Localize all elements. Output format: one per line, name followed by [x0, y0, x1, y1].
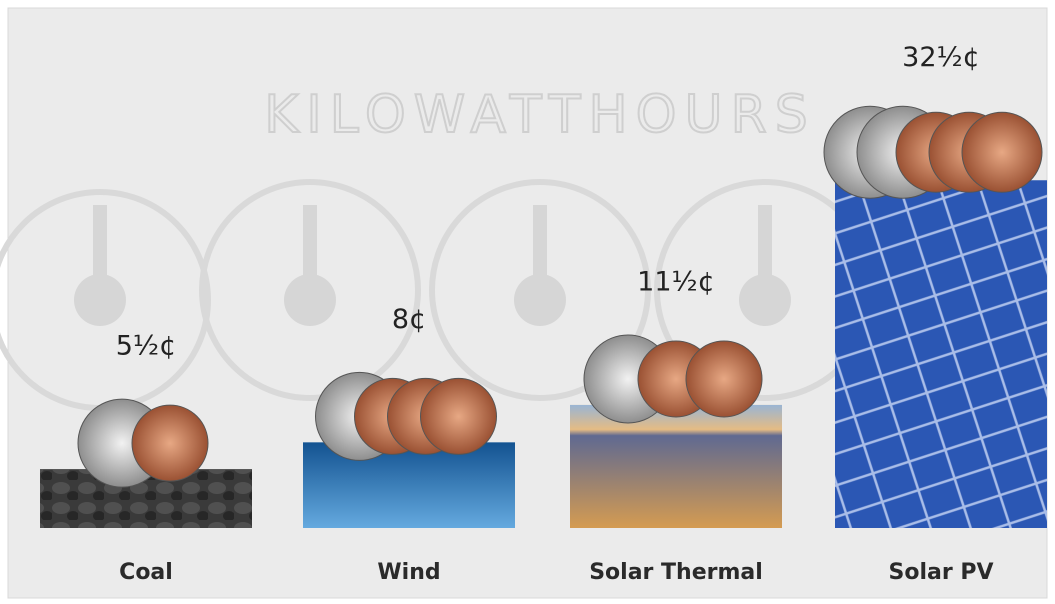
- meter-pointers: [74, 205, 791, 326]
- bar-texture: [570, 404, 782, 528]
- coin: [685, 340, 763, 418]
- bar-texture: [303, 442, 515, 528]
- category-label: Solar PV: [888, 560, 993, 585]
- value-label: 32½¢: [902, 42, 980, 73]
- category-label: Coal: [119, 560, 173, 585]
- watermark: KILOWATTHOURS: [264, 85, 815, 145]
- coin: [131, 404, 209, 482]
- coin: [961, 111, 1043, 193]
- coin: [420, 377, 497, 455]
- value-label: 11½¢: [637, 266, 715, 297]
- bar-texture: [835, 180, 1047, 528]
- value-label: 5½¢: [116, 331, 177, 362]
- value-label: 8¢: [392, 304, 426, 335]
- category-label: Solar Thermal: [589, 560, 763, 585]
- category-label: Wind: [377, 560, 440, 585]
